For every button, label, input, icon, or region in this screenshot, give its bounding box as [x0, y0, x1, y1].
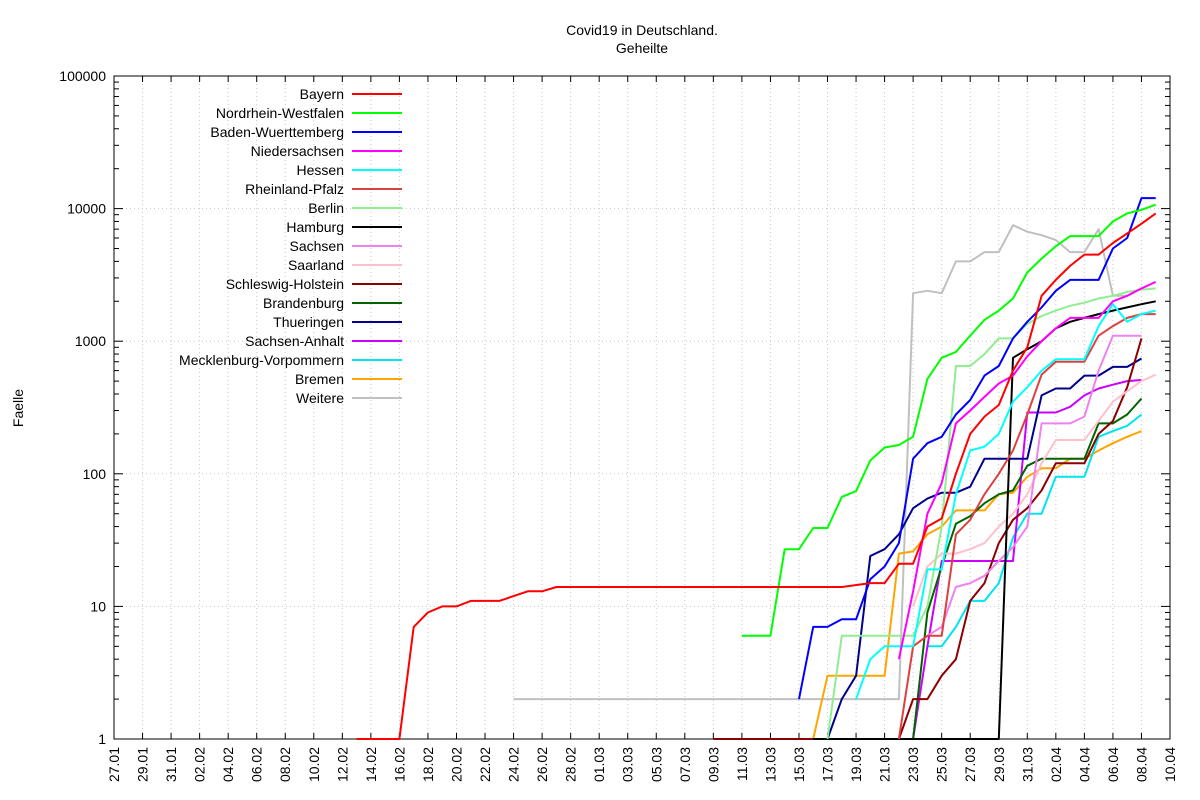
legend-label: Hessen — [297, 162, 344, 178]
x-tick-label: 10.04 — [1162, 747, 1178, 782]
legend-label: Sachsen — [290, 238, 344, 254]
x-tick-label: 19.03 — [848, 747, 864, 782]
series-line-brandenburg — [912, 397, 1143, 740]
x-tick-label: 17.03 — [820, 747, 836, 782]
series-line-thueringen — [826, 357, 1143, 740]
series-line-mecklenburg-vorpommern — [927, 413, 1143, 648]
x-tick-label: 27.03 — [962, 747, 978, 782]
x-tick-label: 29.03 — [991, 747, 1007, 782]
axes — [113, 75, 1171, 740]
x-tick-label: 14.02 — [363, 747, 379, 782]
series-line-hamburg — [813, 300, 1156, 740]
series-line-nordrhein-westfalen — [741, 203, 1157, 637]
y-tick-label: 100000 — [59, 68, 106, 84]
legend-label: Berlin — [308, 200, 344, 216]
legend-label: Niedersachsen — [251, 143, 344, 159]
legend-label: Brandenburg — [263, 295, 344, 311]
series-line-baden-wuerttemberg — [798, 197, 1156, 700]
legend: Bayern Nordrhein-Westfalen Baden-Wuerttemb… — [179, 86, 402, 406]
legend-label: Mecklenburg-Vorpommern — [179, 352, 344, 368]
plot-frame — [113, 75, 1171, 740]
x-tick-label: 06.04 — [1105, 747, 1121, 782]
y-tick-label: 1000 — [75, 333, 106, 349]
x-tick-label: 13.03 — [762, 747, 778, 782]
y-tick-label: 1 — [98, 731, 106, 747]
y-tick-label: 10 — [90, 598, 106, 614]
series-line-weitere — [513, 224, 1128, 701]
series-line-hessen — [855, 303, 1156, 700]
legend-label: Bremen — [295, 371, 344, 387]
x-tick-label: 23.03 — [905, 747, 921, 782]
legend-label: Baden-Wuerttemberg — [210, 124, 344, 140]
x-tick-label: 31.03 — [1019, 747, 1035, 782]
x-tick-label: 21.03 — [877, 747, 893, 782]
tick-labels: 27.01 29.01 31.01 02.02 04.02 06.02 08.02 10.02… — [59, 68, 1178, 782]
legend-label: Bayern — [300, 86, 344, 102]
x-tick-label: 20.02 — [448, 747, 464, 782]
x-tick-label: 10.02 — [306, 747, 322, 782]
x-tick-label: 05.03 — [648, 747, 664, 782]
x-tick-label: 08.02 — [277, 747, 293, 782]
grid — [114, 76, 1170, 739]
series-lines — [356, 197, 1157, 740]
legend-label: Weitere — [296, 390, 344, 406]
legend-label: Sachsen-Anhalt — [245, 333, 344, 349]
x-tick-label: 31.01 — [163, 747, 179, 782]
x-tick-label: 04.02 — [220, 747, 236, 782]
x-tick-label: 28.02 — [563, 747, 579, 782]
x-tick-label: 08.04 — [1133, 747, 1149, 782]
legend-label: Hamburg — [286, 219, 344, 235]
x-tick-label: 07.03 — [677, 747, 693, 782]
legend-label: Rheinland-Pfalz — [245, 181, 344, 197]
x-tick-label: 09.03 — [705, 747, 721, 782]
x-tick-label: 18.02 — [420, 747, 436, 782]
series-line-berlin — [826, 287, 1156, 740]
x-tick-label: 27.01 — [106, 747, 122, 782]
x-tick-label: 15.03 — [791, 747, 807, 782]
x-tick-label: 02.04 — [1048, 747, 1064, 782]
x-tick-label: 03.03 — [620, 747, 636, 782]
y-tick-label: 10000 — [67, 201, 106, 217]
x-tick-label: 24.02 — [506, 747, 522, 782]
x-tick-label: 26.02 — [534, 747, 550, 782]
x-tick-label: 25.03 — [934, 747, 950, 782]
x-tick-label: 11.03 — [734, 747, 750, 781]
x-tick-label: 22.02 — [477, 747, 493, 782]
x-tick-label: 01.03 — [591, 747, 607, 782]
series-line-bayern — [356, 212, 1157, 740]
x-tick-label: 02.02 — [192, 747, 208, 782]
x-tick-label: 29.01 — [135, 747, 151, 782]
y-tick-label: 100 — [83, 466, 107, 482]
series-line-schleswig-holstein — [713, 338, 1143, 740]
chart-subtitle: Geheilte — [616, 40, 668, 56]
x-tick-label: 16.02 — [391, 747, 407, 782]
x-tick-label: 04.04 — [1076, 747, 1092, 782]
legend-label: Schleswig-Holstein — [226, 276, 344, 292]
chart-title: Covid19 in Deutschland. — [566, 22, 718, 38]
y-axis-label: Faelle — [10, 389, 26, 427]
series-line-saarland — [912, 373, 1157, 607]
legend-label: Thueringen — [273, 314, 344, 330]
series-line-rheinland-pfalz — [897, 313, 1156, 740]
series-line-niedersachsen — [897, 280, 1157, 660]
legend-label: Saarland — [288, 257, 344, 273]
legend-label: Nordrhein-Westfalen — [216, 105, 344, 121]
x-tick-label: 06.02 — [249, 747, 265, 782]
x-tick-label: 12.02 — [334, 747, 350, 782]
series-line-sachsen — [926, 334, 1142, 637]
